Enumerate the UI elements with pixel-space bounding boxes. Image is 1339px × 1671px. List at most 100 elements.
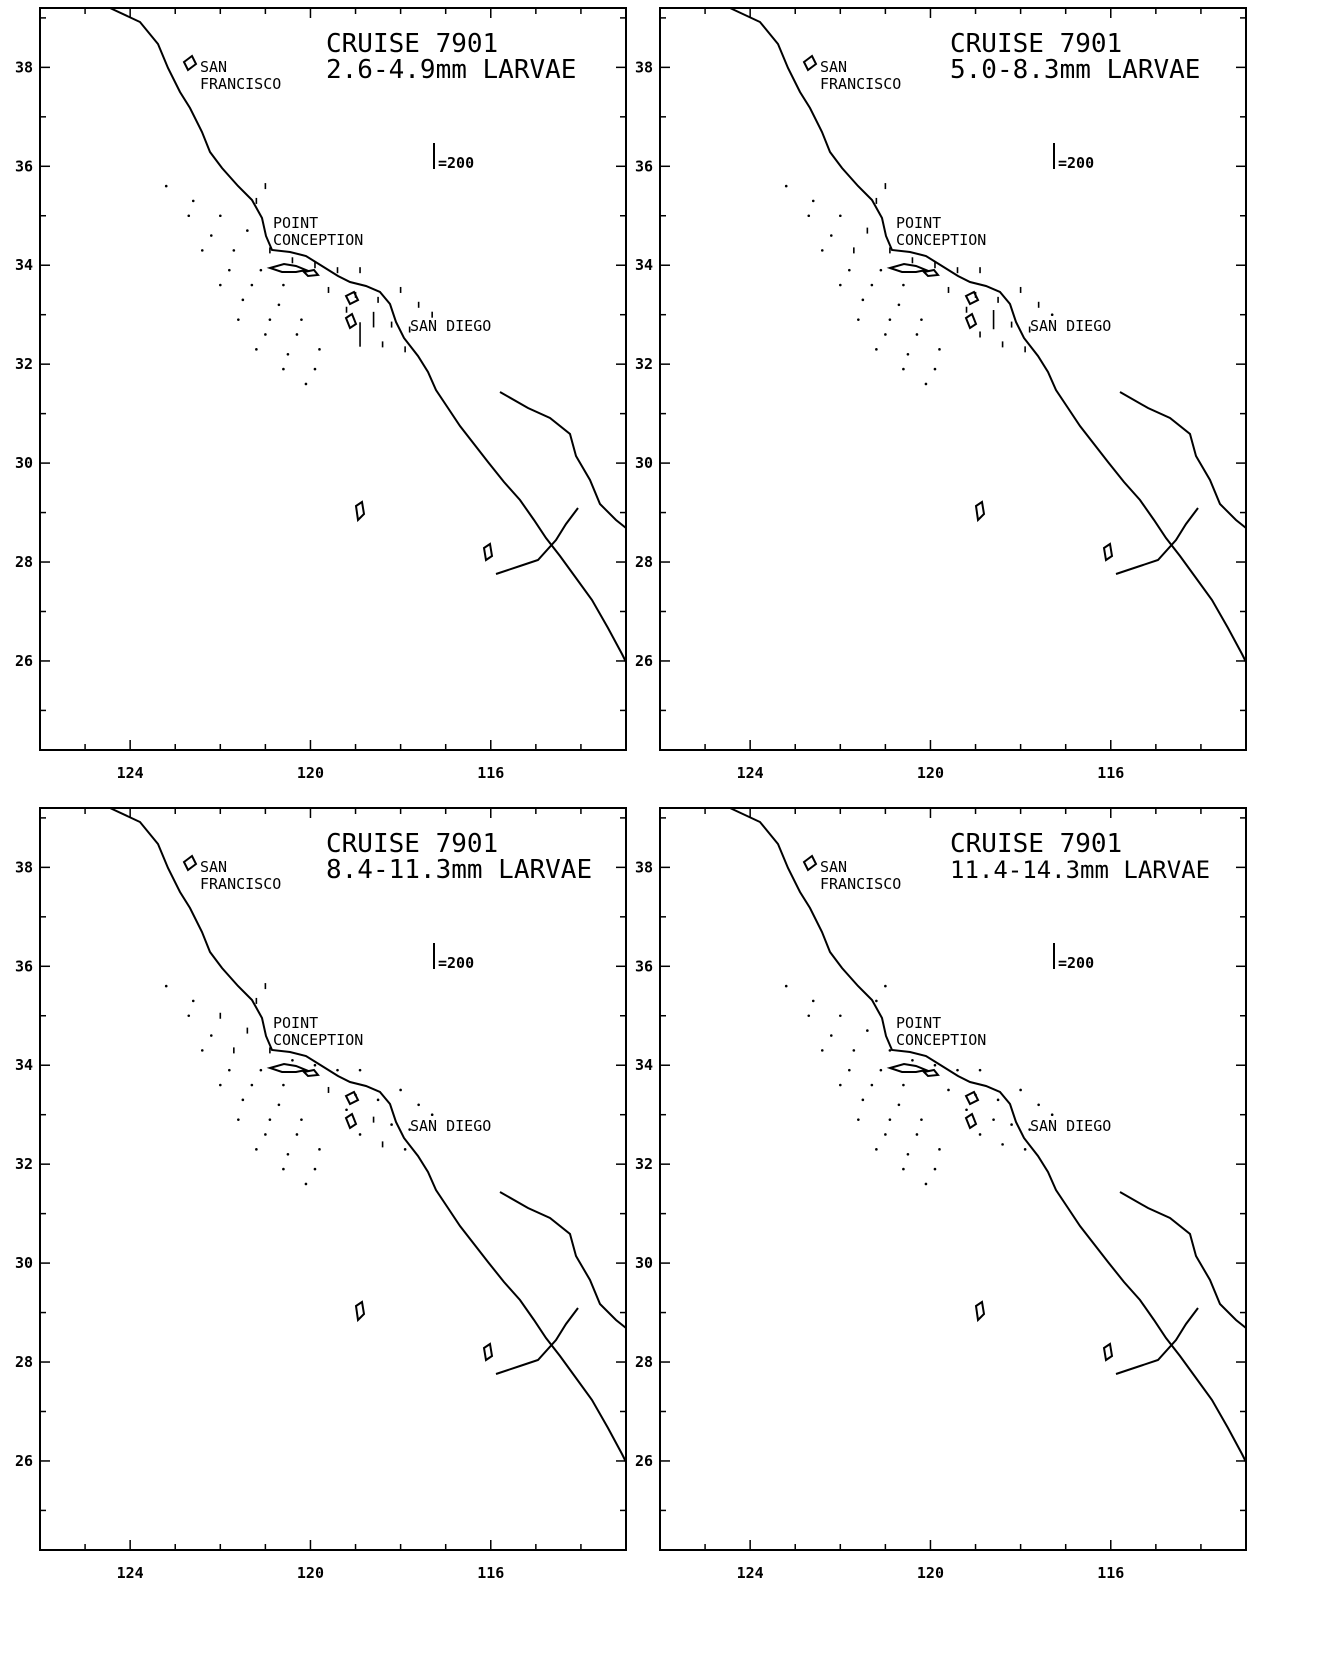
x-tick-label: 120	[297, 764, 324, 782]
station-dot	[1010, 1123, 1013, 1126]
station-dot	[915, 1133, 919, 1136]
station-dot	[884, 984, 887, 988]
label-san: SAN	[200, 58, 227, 76]
island	[482, 542, 494, 562]
size-label: 2.6-4.9mm LARVAE	[326, 55, 576, 85]
coastline	[109, 807, 627, 1463]
station-dot	[933, 367, 937, 371]
station-dot	[1050, 313, 1054, 316]
station-dot	[888, 1049, 892, 1052]
label-san-diego: SAN DIEGO	[410, 1117, 491, 1135]
station-dot	[228, 1068, 231, 1072]
station-dot	[852, 1049, 856, 1052]
station-dot	[264, 333, 267, 336]
station-dot	[1023, 1148, 1027, 1151]
station-dot	[345, 1108, 348, 1112]
station-dot	[268, 318, 272, 321]
island	[182, 54, 198, 72]
station-dot	[277, 303, 281, 307]
station-dot	[884, 1133, 887, 1136]
station-dot	[354, 1093, 357, 1097]
map-frame	[39, 7, 627, 751]
station-dot	[924, 382, 928, 386]
station-dot	[255, 1148, 258, 1151]
station-dot	[255, 348, 258, 351]
label-francisco: FRANCISCO	[820, 75, 901, 93]
y-tick-label: 26	[635, 1452, 653, 1470]
station-dot	[282, 1083, 285, 1087]
station-dot	[829, 1034, 833, 1037]
station-marks	[164, 983, 434, 1186]
label-san: SAN	[200, 858, 227, 876]
island	[886, 1062, 930, 1073]
y-tick-label: 28	[15, 1353, 33, 1371]
station-dot	[241, 298, 245, 302]
y-tick-label: 38	[15, 58, 33, 76]
island	[266, 262, 310, 273]
station-dot	[902, 1167, 905, 1171]
station-dot	[295, 333, 299, 336]
station-dot	[286, 352, 290, 356]
island	[921, 1068, 940, 1078]
station-dot	[807, 1014, 811, 1018]
y-tick-label: 32	[15, 1155, 33, 1173]
station-dot	[313, 1063, 317, 1067]
station-dot	[304, 382, 308, 386]
y-tick-label: 34	[635, 1056, 653, 1074]
island	[344, 290, 360, 306]
station-dot	[947, 1088, 950, 1092]
station-dot	[820, 1049, 824, 1052]
station-dot	[933, 1167, 937, 1171]
station-dot	[811, 999, 815, 1003]
station-dot	[219, 214, 222, 218]
y-tick-label: 26	[15, 652, 33, 670]
map-frame	[659, 7, 1247, 751]
y-tick-label: 34	[15, 1056, 33, 1074]
axis-ticks: 124 120 116 38 36 34 32 30 28 26	[15, 8, 627, 782]
station-dot	[911, 1058, 914, 1062]
x-tick-label: 116	[477, 764, 504, 782]
station-dot	[992, 1118, 995, 1121]
station-dot	[209, 234, 213, 237]
y-tick-label: 26	[635, 652, 653, 670]
island	[974, 1300, 986, 1323]
station-marks	[164, 183, 433, 386]
station-dot	[164, 184, 168, 188]
station-marks	[784, 183, 1054, 386]
label-san: SAN	[820, 58, 847, 76]
station-dot	[282, 1167, 285, 1171]
scale-label: =200	[1058, 154, 1094, 172]
station-dot	[259, 268, 263, 272]
station-dot	[191, 999, 195, 1003]
station-dot	[164, 984, 168, 988]
x-tick-label: 116	[1097, 764, 1124, 782]
size-label: 5.0-8.3mm LARVAE	[950, 55, 1200, 85]
station-dot	[286, 1152, 290, 1156]
station-dot	[187, 1014, 191, 1018]
y-tick-label: 36	[15, 157, 33, 175]
station-dot	[241, 1098, 245, 1102]
station-dot	[978, 1068, 982, 1072]
station-dot	[811, 199, 815, 203]
station-dot	[250, 283, 254, 287]
station-dot	[209, 1034, 213, 1037]
station-dot	[250, 1083, 254, 1087]
station-dot	[902, 367, 905, 371]
station-dot	[358, 1133, 362, 1136]
island	[354, 1300, 366, 1323]
island	[1102, 1342, 1114, 1362]
y-tick-label: 30	[15, 454, 33, 472]
island	[886, 262, 930, 273]
y-tick-label: 32	[15, 355, 33, 373]
label-point: POINT	[273, 1014, 318, 1032]
y-tick-label: 28	[15, 553, 33, 571]
mainland-coast	[109, 807, 627, 1463]
station-dot	[268, 1118, 272, 1121]
island	[301, 268, 320, 278]
cruise-label: CRUISE 7901	[950, 829, 1122, 859]
axis-ticks: 124 120 116 38 36 34 32 30 28 26	[635, 8, 1247, 782]
station-dot	[430, 1113, 434, 1116]
station-dot	[228, 268, 231, 272]
station-dot	[784, 184, 788, 188]
y-tick-label: 38	[635, 858, 653, 876]
